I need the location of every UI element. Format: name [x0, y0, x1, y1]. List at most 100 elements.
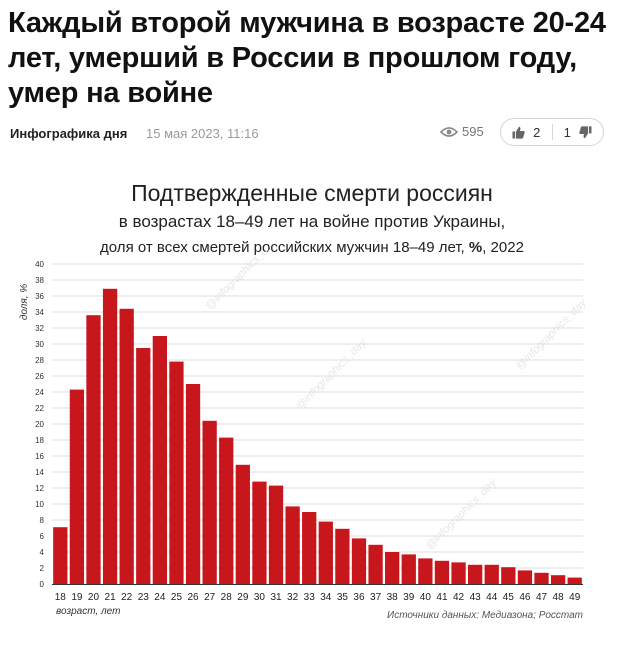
dislike-count: 1	[563, 124, 571, 140]
bar-age-49	[567, 577, 582, 584]
bar-age-28	[219, 437, 234, 584]
bar-age-42	[451, 562, 466, 584]
y-tick-label: 0	[40, 580, 45, 589]
subtitle-note-prefix: доля от всех смертей российских мужчин 1…	[100, 239, 469, 256]
bar-age-32	[285, 506, 300, 584]
x-tick-label: 36	[353, 592, 365, 603]
subtitle-note-unit: %	[468, 239, 483, 256]
y-tick-label: 2	[40, 564, 45, 573]
bar-age-33	[302, 512, 317, 584]
x-tick-label: 31	[270, 592, 282, 603]
x-tick-label: 48	[553, 592, 565, 603]
x-tick-label: 49	[569, 592, 581, 603]
y-tick-label: 8	[40, 516, 45, 525]
article-headline: Каждый второй мужчина в возрасте 20-24 л…	[8, 7, 606, 109]
y-tick-label: 38	[35, 276, 44, 285]
x-tick-label: 29	[237, 592, 249, 603]
y-tick-label: 16	[35, 452, 44, 461]
y-tick-label: 32	[35, 324, 44, 333]
bar-age-23	[136, 348, 151, 584]
x-tick-label: 38	[387, 592, 399, 603]
bar-age-48	[550, 575, 566, 584]
y-tick-label: 12	[35, 484, 44, 493]
y-tick-label: 22	[35, 404, 44, 413]
x-tick-label: 30	[254, 592, 266, 603]
bar-age-29	[235, 464, 250, 584]
chart-subtitle: в возрастах 18–49 лет на войне против Ук…	[118, 212, 506, 231]
x-tick-label: 22	[121, 592, 133, 603]
bar-series	[53, 288, 582, 584]
bar-age-45	[501, 567, 516, 584]
bar-age-39	[401, 554, 416, 584]
x-tick-label: 43	[470, 592, 482, 603]
dislike-button[interactable]: 1	[553, 119, 604, 145]
bar-age-19	[69, 389, 85, 584]
bar-chart: @infographics_day@infographics_day@infog…	[19, 250, 590, 621]
x-tick-label: 41	[436, 592, 448, 603]
y-tick-label: 18	[35, 436, 44, 445]
thumbs-up-icon	[512, 126, 525, 139]
bar-age-21	[102, 288, 118, 584]
rubric-link[interactable]: Инфографика дня	[10, 126, 128, 141]
chart-source: Источники данных: Медиазона; Росстат	[387, 610, 583, 621]
chart-subtitle-note: доля от всех смертей российских мужчин 1…	[0, 239, 624, 256]
watermark-text: @infographics_day	[424, 476, 500, 552]
y-tick-label: 4	[40, 548, 45, 557]
y-tick-label: 28	[35, 356, 44, 365]
y-tick-label: 20	[35, 420, 44, 429]
views-count: 595	[462, 124, 484, 139]
x-tick-label: 28	[221, 592, 233, 603]
x-tick-label: 47	[536, 592, 548, 603]
x-tick-label: 44	[486, 592, 498, 603]
watermark-text: @infographics_day	[294, 336, 370, 412]
x-tick-label: 20	[88, 592, 100, 603]
bar-age-36	[351, 538, 367, 584]
bar-age-41	[434, 560, 450, 584]
like-button[interactable]: 2	[501, 119, 552, 145]
subtitle-note-suffix: , 2022	[482, 239, 524, 256]
chart-title: Подтвержденные смерти россиян	[131, 180, 493, 206]
bar-age-38	[385, 552, 400, 584]
vote-widget: 2 1	[500, 118, 604, 146]
watermark-layer: @infographics_day@infographics_day@infog…	[114, 250, 590, 552]
x-tick-label: 39	[403, 592, 415, 603]
y-tick-label: 36	[35, 292, 44, 301]
y-tick-label: 24	[35, 388, 44, 397]
eye-icon	[440, 126, 458, 137]
x-tick-label: 19	[71, 592, 83, 603]
x-tick-label: 40	[420, 592, 432, 603]
bar-age-43	[468, 564, 483, 584]
bar-age-24	[152, 336, 167, 584]
x-tick-label: 23	[138, 592, 150, 603]
x-tick-label: 37	[370, 592, 382, 603]
y-tick-label: 26	[35, 372, 44, 381]
x-tick-label: 45	[503, 592, 515, 603]
bar-age-44	[484, 564, 499, 584]
bar-age-47	[534, 572, 549, 584]
like-count: 2	[533, 124, 541, 140]
watermark-text: @infographics_day	[514, 296, 590, 372]
publish-date: 15 мая 2023, 11:16	[146, 126, 259, 141]
bar-age-30	[252, 481, 267, 584]
x-tick-label: 46	[519, 592, 531, 603]
y-tick-label: 10	[35, 500, 44, 509]
y-tick-label: 14	[35, 468, 44, 477]
x-tick-label: 35	[337, 592, 349, 603]
views-counter: 595	[440, 124, 484, 139]
x-tick-label: 18	[55, 592, 67, 603]
y-axis-label: доля, %	[19, 284, 30, 320]
bar-age-34	[318, 521, 333, 584]
x-tick-label: 21	[105, 592, 117, 603]
x-tick-label: 24	[154, 592, 166, 603]
bar-age-40	[418, 558, 433, 584]
bar-age-46	[517, 570, 533, 584]
bar-age-26	[185, 384, 201, 584]
y-tick-label: 34	[35, 308, 44, 317]
bar-age-37	[368, 544, 383, 584]
watermark-text: @infographics_day	[204, 250, 280, 312]
vote-divider	[551, 124, 553, 140]
y-tick-label: 30	[35, 340, 44, 349]
y-tick-label: 40	[35, 260, 44, 269]
x-tick-label: 42	[453, 592, 465, 603]
